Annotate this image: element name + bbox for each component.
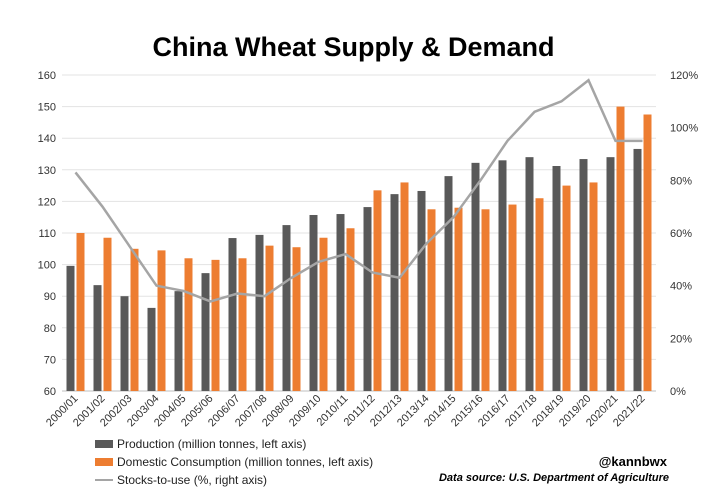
right-axis-tick-label: 60% [670,228,692,240]
bar-consumption [400,182,409,391]
bar-production [390,194,399,391]
bar-production [363,207,372,391]
legend-stocks: Stocks-to-use (%, right axis) [95,473,267,487]
bar-production [471,162,480,391]
bar-consumption [130,248,139,391]
legend-production: Production (million tonnes, left axis) [95,437,306,451]
bar-consumption [265,245,274,391]
bar-production [417,190,426,391]
bar-consumption [346,228,355,391]
bar-production [147,307,156,391]
bar-consumption [157,250,166,391]
bar-production [579,159,588,391]
bar-consumption [427,209,436,391]
bar-consumption [103,237,112,391]
left-axis-tick-label: 140 [38,133,56,145]
legend-label-stocks: Stocks-to-use (%, right axis) [117,473,268,487]
bar-production [66,265,75,391]
bar-production [552,166,561,391]
right-axis-tick-label: 80% [670,175,692,187]
left-axis-tick-label: 70 [44,354,56,366]
left-axis-tick-label: 150 [38,102,56,114]
left-axis-tick-label: 120 [38,196,56,208]
left-axis-tick-label: 60 [44,386,56,398]
bar-consumption [184,258,193,391]
bar-production [201,273,210,391]
legend-label-production: Production (million tonnes, left axis) [117,437,307,451]
bar-consumption [373,190,382,391]
right-axis-tick-label: 0% [670,386,686,398]
bar-production [498,160,507,391]
right-axis-tick-label: 40% [670,281,692,293]
bar-production [309,214,318,391]
legend-swatch-stocks [95,479,113,481]
left-axis-tick-label: 80 [44,323,56,335]
bar-consumption [76,233,85,391]
left-axis-tick-label: 110 [38,228,56,240]
right-axis-tick-label: 120% [670,70,698,82]
bar-consumption [319,237,328,391]
bar-production [444,176,453,391]
bar-production [93,285,102,391]
bar-consumption [535,198,544,391]
legend-swatch-production [95,440,113,448]
data-source: Data source: U.S. Department of Agricult… [438,472,669,484]
left-axis-tick-label: 130 [38,165,56,177]
right-axis-tick-label: 20% [670,333,692,345]
bar-consumption [481,209,490,391]
left-axis-tick-label: 90 [44,291,56,303]
bar-production [606,157,615,391]
bar-production [174,291,183,391]
bar-consumption [238,258,247,391]
bar-production [282,225,291,391]
left-axis-tick-label: 100 [38,260,56,272]
bar-production [336,214,345,391]
bar-consumption [562,185,571,391]
author-handle: @kannbwx [598,454,667,469]
bar-production [525,157,534,391]
bar-consumption [589,182,598,391]
bar-consumption [508,204,517,391]
line-stocks-to-use [74,78,643,303]
left-axis-tick-label: 160 [38,70,56,82]
bar-consumption [616,106,625,391]
chart-title: China Wheat Supply & Demand [152,32,555,62]
legend-consumption: Domestic Consumption (million tonnes, le… [95,455,373,469]
legend-label-consumption: Domestic Consumption (million tonnes, le… [117,455,374,469]
bar-production [633,148,642,391]
bar-consumption [643,114,652,391]
right-axis-tick-label: 100% [670,123,698,135]
bar-consumption [454,207,463,391]
bar-consumption [211,259,220,391]
bar-production [255,234,264,391]
legend-swatch-consumption [95,458,113,466]
bar-production [120,296,129,391]
bar-consumption [292,247,301,391]
bar-production [228,238,237,391]
